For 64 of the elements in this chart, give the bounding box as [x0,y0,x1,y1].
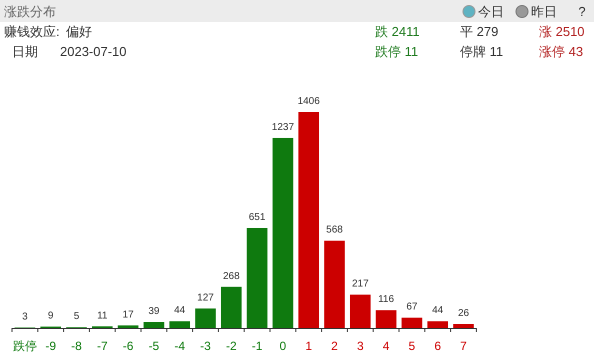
bar [298,112,320,328]
data-label: 11 [97,310,108,322]
x-tick-label: -4 [174,339,186,353]
data-label: 44 [174,305,186,316]
text: 日期 [12,44,38,59]
data-label: 44 [432,305,444,316]
text: 平 279 [460,24,498,39]
x-tick-label: 7 [460,339,468,353]
text: 今日 [478,4,504,19]
x-tick-label: 0 [280,339,287,353]
data-label: 5 [74,311,80,322]
data-label: 1237 [272,122,294,133]
bar [402,318,422,328]
x-tick-label: 4 [382,339,390,353]
x-tick-label: -3 [200,339,212,353]
bar [350,294,371,328]
x-tick-label: 3 [356,339,364,353]
text: 偏好 [66,24,92,39]
data-label: 568 [326,224,344,236]
data-label: 1406 [298,96,320,107]
bar [324,240,345,328]
bar [144,322,164,328]
data-label: 127 [197,292,214,304]
data-label: 268 [222,270,240,282]
x-tick-label: -9 [45,339,56,353]
x-tick-label: -2 [226,339,237,353]
x-tick-label: 2 [331,339,338,353]
text: 涨 2510 [539,24,585,39]
bar [453,324,474,328]
data-label: 67 [406,302,418,313]
text: 停牌 11 [460,44,504,59]
data-label: 651 [248,212,266,223]
text: 2023-07-10 [60,44,126,59]
text: 涨停 43 [539,44,584,59]
bar [272,138,294,328]
data-label: 17 [122,309,134,320]
x-tick-label: 5 [408,339,416,353]
data-label: 39 [148,306,160,318]
data-label: 9 [48,310,54,322]
data-label: 116 [378,294,395,306]
x-tick-label: 1 [305,339,312,353]
bar [169,321,190,328]
x-tick-label: -6 [122,339,134,353]
text: 跌 2411 [375,24,420,39]
x-tick-label: -5 [148,339,160,353]
bar [220,286,242,328]
text: 跌停 11 [375,44,418,59]
x-tick-label: -1 [252,339,263,353]
x-tick-label: 6 [434,339,442,353]
bar [427,321,448,328]
x-tick-label: 跌停 [12,339,37,353]
x-tick-label: -7 [96,339,108,353]
bar [376,310,396,328]
text: 昨日 [531,4,557,19]
bar [195,308,216,328]
data-label: 3 [22,312,28,323]
x-tick-label: -8 [71,339,82,353]
bar [118,325,138,328]
chart-title: 涨跌分布 [4,4,56,19]
data-label: 217 [352,278,370,290]
text: ? [578,4,586,19]
bar [246,228,268,328]
text: 赚钱效应: [4,24,60,39]
data-label: 26 [458,308,470,320]
